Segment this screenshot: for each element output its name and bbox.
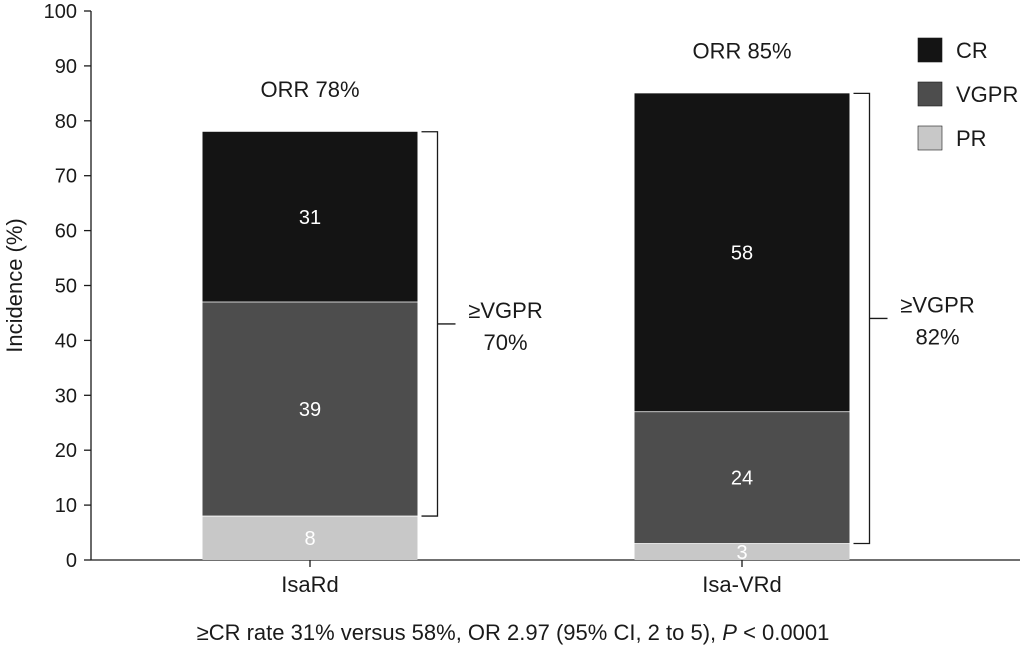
y-tick-label: 90 bbox=[55, 56, 77, 78]
x-tick-label: IsaRd bbox=[281, 572, 338, 597]
vgpr-bracket bbox=[853, 92, 888, 545]
y-tick-label: 70 bbox=[55, 166, 77, 188]
axes: 0 10 20 30 40 50 60 70 80 90 100 Incidence (%) IsaRd… bbox=[2, 1, 1020, 597]
caption-p-symbol: P bbox=[722, 620, 737, 645]
data-label: 3 bbox=[736, 542, 747, 564]
legend-swatch-vgpr bbox=[917, 81, 943, 107]
legend-swatch-pr bbox=[917, 125, 943, 151]
legend-label: PR bbox=[956, 126, 987, 151]
legend-swatch-cr bbox=[917, 37, 943, 63]
bar-segment-pr bbox=[634, 543, 850, 560]
bar-segment-vgpr bbox=[634, 411, 850, 544]
data-label: 39 bbox=[299, 399, 321, 421]
vgpr-bracket bbox=[421, 131, 456, 517]
legend-label: CR bbox=[956, 38, 988, 63]
data-label: 58 bbox=[731, 243, 753, 265]
y-tick-label: 100 bbox=[44, 1, 77, 23]
legend: CR VGPR PR bbox=[917, 37, 1018, 151]
y-tick-label: 80 bbox=[55, 111, 77, 133]
caption-main: ≥CR rate 31% versus 58%, OR 2.97 (95% CI… bbox=[196, 620, 723, 645]
vgpr-bracket-label: ≥VGPR bbox=[900, 292, 974, 317]
bar-segment-cr bbox=[634, 93, 850, 412]
data-label: 31 bbox=[299, 207, 321, 229]
bar-segment-pr bbox=[202, 516, 418, 560]
y-tick-label: 10 bbox=[55, 495, 77, 517]
orr-label: ORR 85% bbox=[692, 38, 791, 63]
y-tick-label: 20 bbox=[55, 440, 77, 462]
bar-segment-cr bbox=[202, 131, 418, 302]
y-tick-label: 60 bbox=[55, 221, 77, 243]
vgpr-bracket-value: 82% bbox=[915, 324, 959, 349]
y-tick-label: 30 bbox=[55, 385, 77, 407]
legend-label: VGPR bbox=[956, 82, 1018, 107]
stacked-bar-chart: 0 10 20 30 40 50 60 70 80 90 100 Incidence (%) IsaRd… bbox=[2, 1, 1020, 597]
data-label: 24 bbox=[731, 468, 753, 490]
data-label: 8 bbox=[304, 528, 315, 550]
orr-label: ORR 78% bbox=[260, 77, 359, 102]
caption-p-value: < 0.0001 bbox=[736, 620, 830, 645]
annotations: ORR 78% ORR 85% ≥VGPR 70% ≥VGPR 82% bbox=[260, 38, 975, 545]
vgpr-bracket-label: ≥VGPR bbox=[468, 298, 542, 323]
bars: 8 39 31 3 24 58 bbox=[202, 93, 850, 564]
y-axis-label: Incidence (%) bbox=[2, 218, 27, 353]
bar-segment-vgpr bbox=[202, 301, 418, 517]
chart-caption: ≥CR rate 31% versus 58%, OR 2.97 (95% CI… bbox=[0, 620, 1026, 646]
y-tick-label: 0 bbox=[66, 550, 77, 572]
vgpr-bracket-value: 70% bbox=[483, 330, 527, 355]
y-tick-label: 40 bbox=[55, 330, 77, 352]
y-tick-label: 50 bbox=[55, 276, 77, 298]
x-tick-label: Isa-VRd bbox=[702, 572, 781, 597]
